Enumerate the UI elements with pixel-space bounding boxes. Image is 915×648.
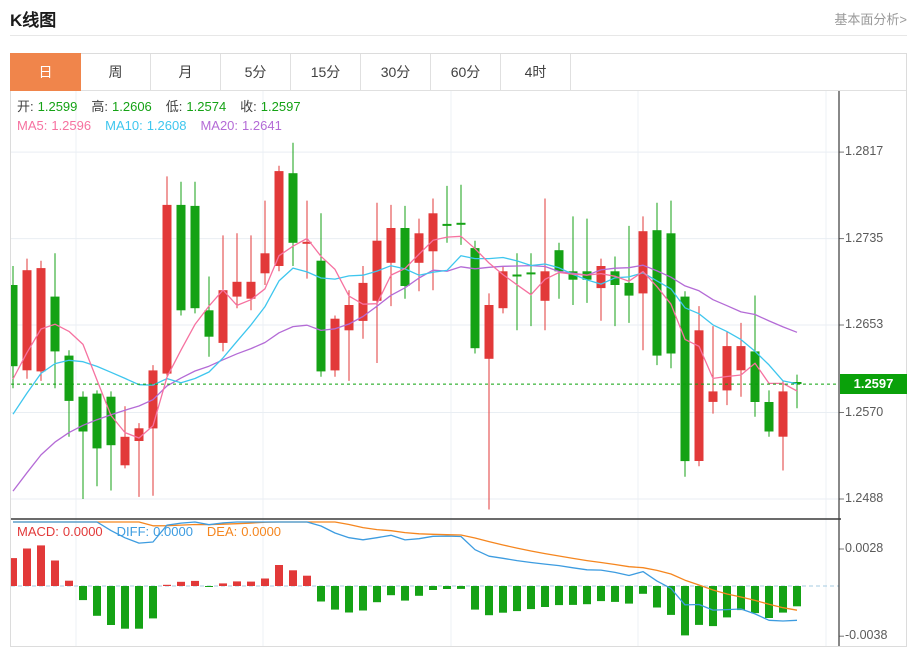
current-price-badge: 1.2597 (840, 374, 907, 395)
readout-label: 高: (91, 99, 109, 114)
macd-axis-label: -0.0038 (845, 628, 888, 643)
readout-label: MA10: (105, 118, 143, 133)
tab-interval-1[interactable]: 周 (81, 54, 151, 90)
readout-label: MA5: (17, 118, 48, 133)
readout-value: 0.0000 (241, 524, 282, 539)
header-divider (10, 35, 907, 36)
readout-label: 收: (240, 99, 257, 114)
readout-value: 0.0000 (62, 524, 103, 539)
readout-value: 1.2597 (260, 99, 301, 114)
interval-tabs: 日周月 5分 15分 30分 60分 4时 (10, 53, 906, 91)
readout-label: 开: (17, 99, 34, 114)
ohlc-readout: 开: 1.2599 高: 1.2606 低: 1.2574 收: 1.2597 (17, 96, 315, 115)
readout-value: 0.0000 (153, 524, 193, 539)
ma-readout: MA5: 1.2596 MA10: 1.2608 MA20: 1.2641 (17, 118, 296, 133)
tab-interval-2[interactable]: 月 (151, 54, 221, 90)
tab-interval-3[interactable]: 5分 (221, 54, 291, 90)
readout-label: MACD: (17, 524, 59, 539)
readout-value: 1.2599 (37, 99, 78, 114)
tab-interval-0[interactable]: 日 (10, 53, 81, 91)
main-axis-label: 1.2653 (845, 317, 884, 332)
fundamental-analysis-link[interactable]: 基本面分析> (834, 12, 907, 27)
readout-label: DIFF: (116, 524, 150, 539)
readout-value: 1.2641 (242, 118, 282, 133)
tab-interval-6[interactable]: 60分 (431, 54, 501, 90)
readout-value: 1.2596 (51, 118, 92, 133)
tab-interval-4[interactable]: 15分 (291, 54, 361, 90)
readout-label: MA20: (200, 118, 239, 133)
main-axis-label: 1.2488 (845, 490, 884, 505)
readout-value: 1.2606 (112, 99, 152, 114)
chart-area[interactable]: 开: 1.2599 高: 1.2606 低: 1.2574 收: 1.2597 MA5: 1.2… (11, 91, 907, 646)
readout-value: 1.2608 (146, 118, 187, 133)
page-title: K线图 (10, 11, 57, 30)
main-axis-label: 1.2570 (845, 404, 884, 419)
candlestick-macd-canvas[interactable] (11, 91, 906, 646)
readout-label: DEA: (206, 524, 238, 539)
tab-interval-5[interactable]: 30分 (361, 54, 431, 90)
macd-axis-label: 0.0028 (845, 541, 884, 555)
main-axis-label: 1.2735 (845, 230, 884, 245)
main-axis-label: 1.2817 (845, 144, 884, 159)
kline-widget: 日周月 5分 15分 30分 60分 4时 开: 1.2599 高: 1.2606 低: 1.257… (10, 53, 907, 647)
macd-readout: MACD: 0.0000 DIFF: 0.0000 DEA: 0.0000 (17, 524, 295, 539)
tab-interval-7[interactable]: 4时 (501, 54, 571, 90)
readout-value: 1.2574 (186, 99, 227, 114)
readout-label: 低: (165, 99, 183, 114)
